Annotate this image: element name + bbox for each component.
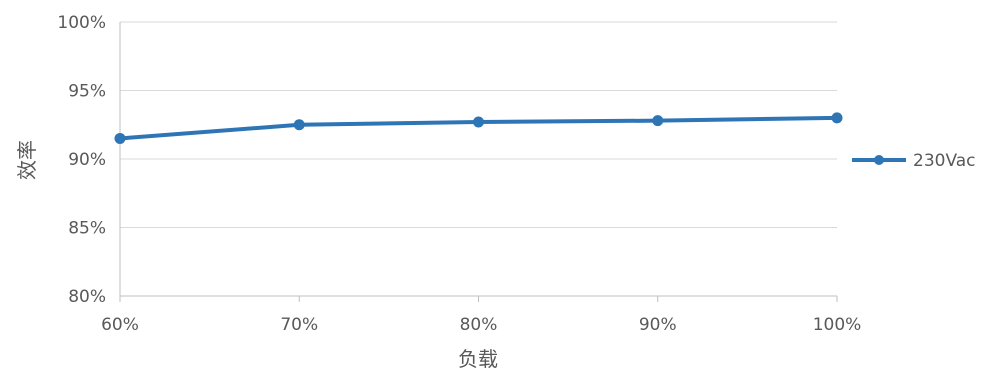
x-tick-label: 100%	[813, 315, 862, 335]
y-tick-label: 90%	[68, 150, 106, 170]
legend-marker-230vac	[874, 155, 884, 165]
y-tick-label: 95%	[68, 82, 106, 102]
y-tick-label: 85%	[68, 219, 106, 239]
data-point	[293, 119, 305, 131]
x-tick-label: 80%	[460, 315, 498, 335]
legend: 230Vac	[852, 151, 976, 171]
x-tick-label: 90%	[639, 315, 677, 335]
data-point	[473, 116, 484, 128]
series-layer	[114, 112, 843, 144]
y-tick-labels: 80% 85% 90% 95% 100%	[57, 13, 106, 307]
x-axis-title: 负载	[458, 347, 498, 371]
data-point	[831, 112, 843, 124]
x-tick-labels: 60% 70% 80% 90% 100%	[101, 315, 861, 335]
y-axis-title: 效率	[15, 140, 39, 180]
data-point	[652, 115, 664, 127]
x-tick-label: 70%	[280, 315, 318, 335]
gridlines	[120, 21, 837, 228]
axes	[119, 22, 838, 302]
data-point	[114, 132, 126, 144]
y-tick-label: 80%	[68, 287, 106, 307]
legend-label-230vac: 230Vac	[913, 151, 976, 171]
y-tick-label: 100%	[57, 13, 106, 33]
x-tick-label: 60%	[101, 315, 139, 335]
